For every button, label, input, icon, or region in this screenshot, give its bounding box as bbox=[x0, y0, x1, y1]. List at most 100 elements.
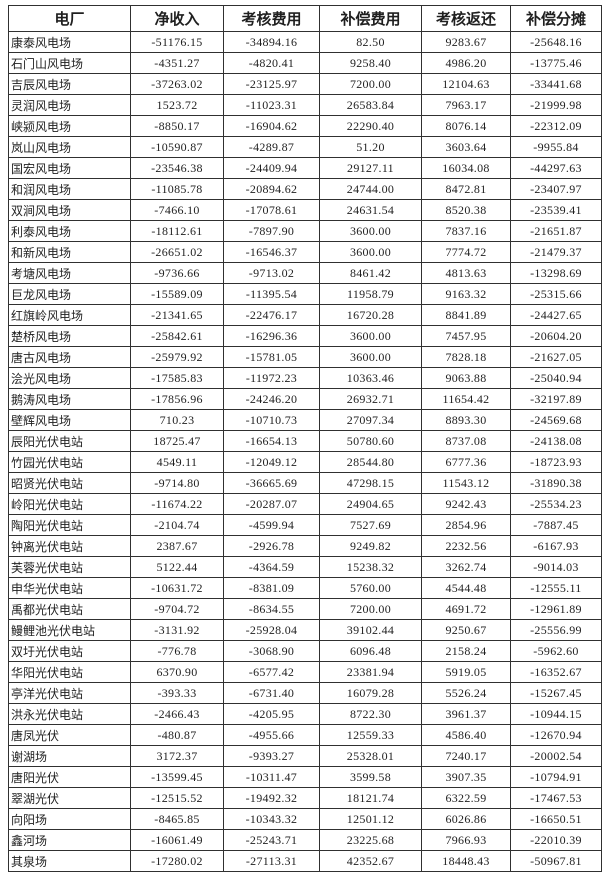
table-row: 其泉场 -17280.02 -27113.31 42352.67 18448.43 -50… bbox=[8, 850, 602, 872]
column-header-net-income: 净收入 bbox=[130, 5, 224, 32]
plant-name-cell: 巨龙风电场 bbox=[8, 283, 131, 305]
value-cell: 3600.00 bbox=[319, 241, 422, 263]
value-cell: -18112.61 bbox=[130, 220, 224, 242]
value-cell: -5962.60 bbox=[510, 640, 602, 662]
value-cell: -34894.16 bbox=[223, 31, 320, 53]
value-cell: 27097.34 bbox=[319, 409, 422, 431]
value-cell: -16352.67 bbox=[510, 661, 602, 683]
column-header-assessment-fee: 考核费用 bbox=[223, 5, 320, 32]
value-cell: -10710.73 bbox=[223, 409, 320, 431]
value-cell: 11654.42 bbox=[421, 388, 511, 410]
value-cell: 18725.47 bbox=[130, 430, 224, 452]
value-cell: -8850.17 bbox=[130, 115, 224, 137]
table-row: 陶阳光伏电站 -2104.74 -4599.94 7527.69 2854.96 -788… bbox=[8, 514, 602, 536]
value-cell: -4205.95 bbox=[223, 703, 320, 725]
value-cell: -9955.84 bbox=[510, 136, 602, 158]
value-cell: 8076.14 bbox=[421, 115, 511, 137]
plant-name-cell: 辰阳光伏电站 bbox=[8, 430, 131, 452]
value-cell: -25040.94 bbox=[510, 367, 602, 389]
table-row: 吉辰风电场 -37263.02 -23125.97 7200.00 12104.63 -3… bbox=[8, 73, 602, 95]
value-cell: -13599.45 bbox=[130, 766, 224, 788]
value-cell: 22290.40 bbox=[319, 115, 422, 137]
table-row: 申华光伏电站 -10631.72 -8381.09 5760.00 4544.48 -12… bbox=[8, 577, 602, 599]
value-cell: -4351.27 bbox=[130, 52, 224, 74]
value-cell: -17856.96 bbox=[130, 388, 224, 410]
plant-name-cell: 芙蓉光伏电站 bbox=[8, 556, 131, 578]
value-cell: -33441.68 bbox=[510, 73, 602, 95]
value-cell: -44297.63 bbox=[510, 157, 602, 179]
plant-name-cell: 利泰风电场 bbox=[8, 220, 131, 242]
value-cell: 5122.44 bbox=[130, 556, 224, 578]
plant-name-cell: 浍光风电场 bbox=[8, 367, 131, 389]
table-row: 翠湖光伏 -12515.52 -19492.32 18121.74 6322.59 -17… bbox=[8, 787, 602, 809]
value-cell: -7466.10 bbox=[130, 199, 224, 221]
value-cell: -9714.80 bbox=[130, 472, 224, 494]
value-cell: -20002.54 bbox=[510, 745, 602, 767]
plant-name-cell: 楚桥风电场 bbox=[8, 325, 131, 347]
value-cell: 16034.08 bbox=[421, 157, 511, 179]
table-row: 辰阳光伏电站 18725.47 -16654.13 50780.60 8737.08 -2… bbox=[8, 430, 602, 452]
value-cell: -10631.72 bbox=[130, 577, 224, 599]
value-cell: 47298.15 bbox=[319, 472, 422, 494]
plant-name-cell: 鹅涛风电场 bbox=[8, 388, 131, 410]
table-row: 康泰风电场 -51176.15 -34894.16 82.50 9283.67 -2564… bbox=[8, 31, 602, 53]
value-cell: 16079.28 bbox=[319, 682, 422, 704]
table-row: 双圩光伏电站 -776.78 -3068.90 6096.48 2158.24 -5962… bbox=[8, 640, 602, 662]
table-row: 考塘风电场 -9736.66 -9713.02 8461.42 4813.63 -1329… bbox=[8, 262, 602, 284]
value-cell: -22476.17 bbox=[223, 304, 320, 326]
value-cell: -12961.89 bbox=[510, 598, 602, 620]
value-cell: -7897.90 bbox=[223, 220, 320, 242]
value-cell: -24138.08 bbox=[510, 430, 602, 452]
value-cell: 8520.38 bbox=[421, 199, 511, 221]
table-header: 电厂 净收入 考核费用 补偿费用 考核返还 补偿分摊 bbox=[8, 5, 602, 32]
value-cell: 2232.56 bbox=[421, 535, 511, 557]
table-row: 钟离光伏电站 2387.67 -2926.78 9249.82 2232.56 -6167… bbox=[8, 535, 602, 557]
table-row: 唐古风电场 -25979.92 -15781.05 3600.00 7828.18 -21… bbox=[8, 346, 602, 368]
value-cell: -7887.45 bbox=[510, 514, 602, 536]
plant-name-cell: 鳗鲤池光伏电站 bbox=[8, 619, 131, 641]
value-cell: 18121.74 bbox=[319, 787, 422, 809]
value-cell: -21341.65 bbox=[130, 304, 224, 326]
value-cell: 3172.37 bbox=[130, 745, 224, 767]
value-cell: -15781.05 bbox=[223, 346, 320, 368]
value-cell: -16904.62 bbox=[223, 115, 320, 137]
value-cell: -15589.09 bbox=[130, 283, 224, 305]
table-row: 芙蓉光伏电站 5122.44 -4364.59 15238.32 3262.74 -901… bbox=[8, 556, 602, 578]
value-cell: 4986.20 bbox=[421, 52, 511, 74]
value-cell: -16654.13 bbox=[223, 430, 320, 452]
value-cell: -2104.74 bbox=[130, 514, 224, 536]
value-cell: -21651.87 bbox=[510, 220, 602, 242]
value-cell: -4955.66 bbox=[223, 724, 320, 746]
value-cell: -8634.55 bbox=[223, 598, 320, 620]
value-cell: -8465.85 bbox=[130, 808, 224, 830]
plant-name-cell: 岚山风电场 bbox=[8, 136, 131, 158]
value-cell: 11543.12 bbox=[421, 472, 511, 494]
value-cell: 24904.65 bbox=[319, 493, 422, 515]
value-cell: 3907.35 bbox=[421, 766, 511, 788]
value-cell: -13775.46 bbox=[510, 52, 602, 74]
value-cell: -16650.51 bbox=[510, 808, 602, 830]
plant-name-cell: 石门山风电场 bbox=[8, 52, 131, 74]
value-cell: 9249.82 bbox=[319, 535, 422, 557]
value-cell: -6167.93 bbox=[510, 535, 602, 557]
value-cell: 8461.42 bbox=[319, 262, 422, 284]
value-cell: -2466.43 bbox=[130, 703, 224, 725]
value-cell: -21479.37 bbox=[510, 241, 602, 263]
value-cell: -10794.91 bbox=[510, 766, 602, 788]
value-cell: -2926.78 bbox=[223, 535, 320, 557]
value-cell: -11085.78 bbox=[130, 178, 224, 200]
value-cell: -10944.15 bbox=[510, 703, 602, 725]
value-cell: -25534.23 bbox=[510, 493, 602, 515]
table-row: 禹都光伏电站 -9704.72 -8634.55 7200.00 4691.72 -129… bbox=[8, 598, 602, 620]
value-cell: 7963.17 bbox=[421, 94, 511, 116]
table-row: 洪永光伏电站 -2466.43 -4205.95 8722.30 3961.37 -109… bbox=[8, 703, 602, 725]
plant-name-cell: 洪永光伏电站 bbox=[8, 703, 131, 725]
table-row: 石门山风电场 -4351.27 -4820.41 9258.40 4986.20 -137… bbox=[8, 52, 602, 74]
table-row: 鑫河场 -16061.49 -25243.71 23225.68 7966.93 -220… bbox=[8, 829, 602, 851]
table-row: 和新风电场 -26651.02 -16546.37 3600.00 7774.72 -21… bbox=[8, 241, 602, 263]
value-cell: -27113.31 bbox=[223, 850, 320, 872]
value-cell: -21627.05 bbox=[510, 346, 602, 368]
value-cell: -9704.72 bbox=[130, 598, 224, 620]
table-row: 鹅涛风电场 -17856.96 -24246.20 26932.71 11654.42-… bbox=[8, 388, 602, 410]
value-cell: -20287.07 bbox=[223, 493, 320, 515]
